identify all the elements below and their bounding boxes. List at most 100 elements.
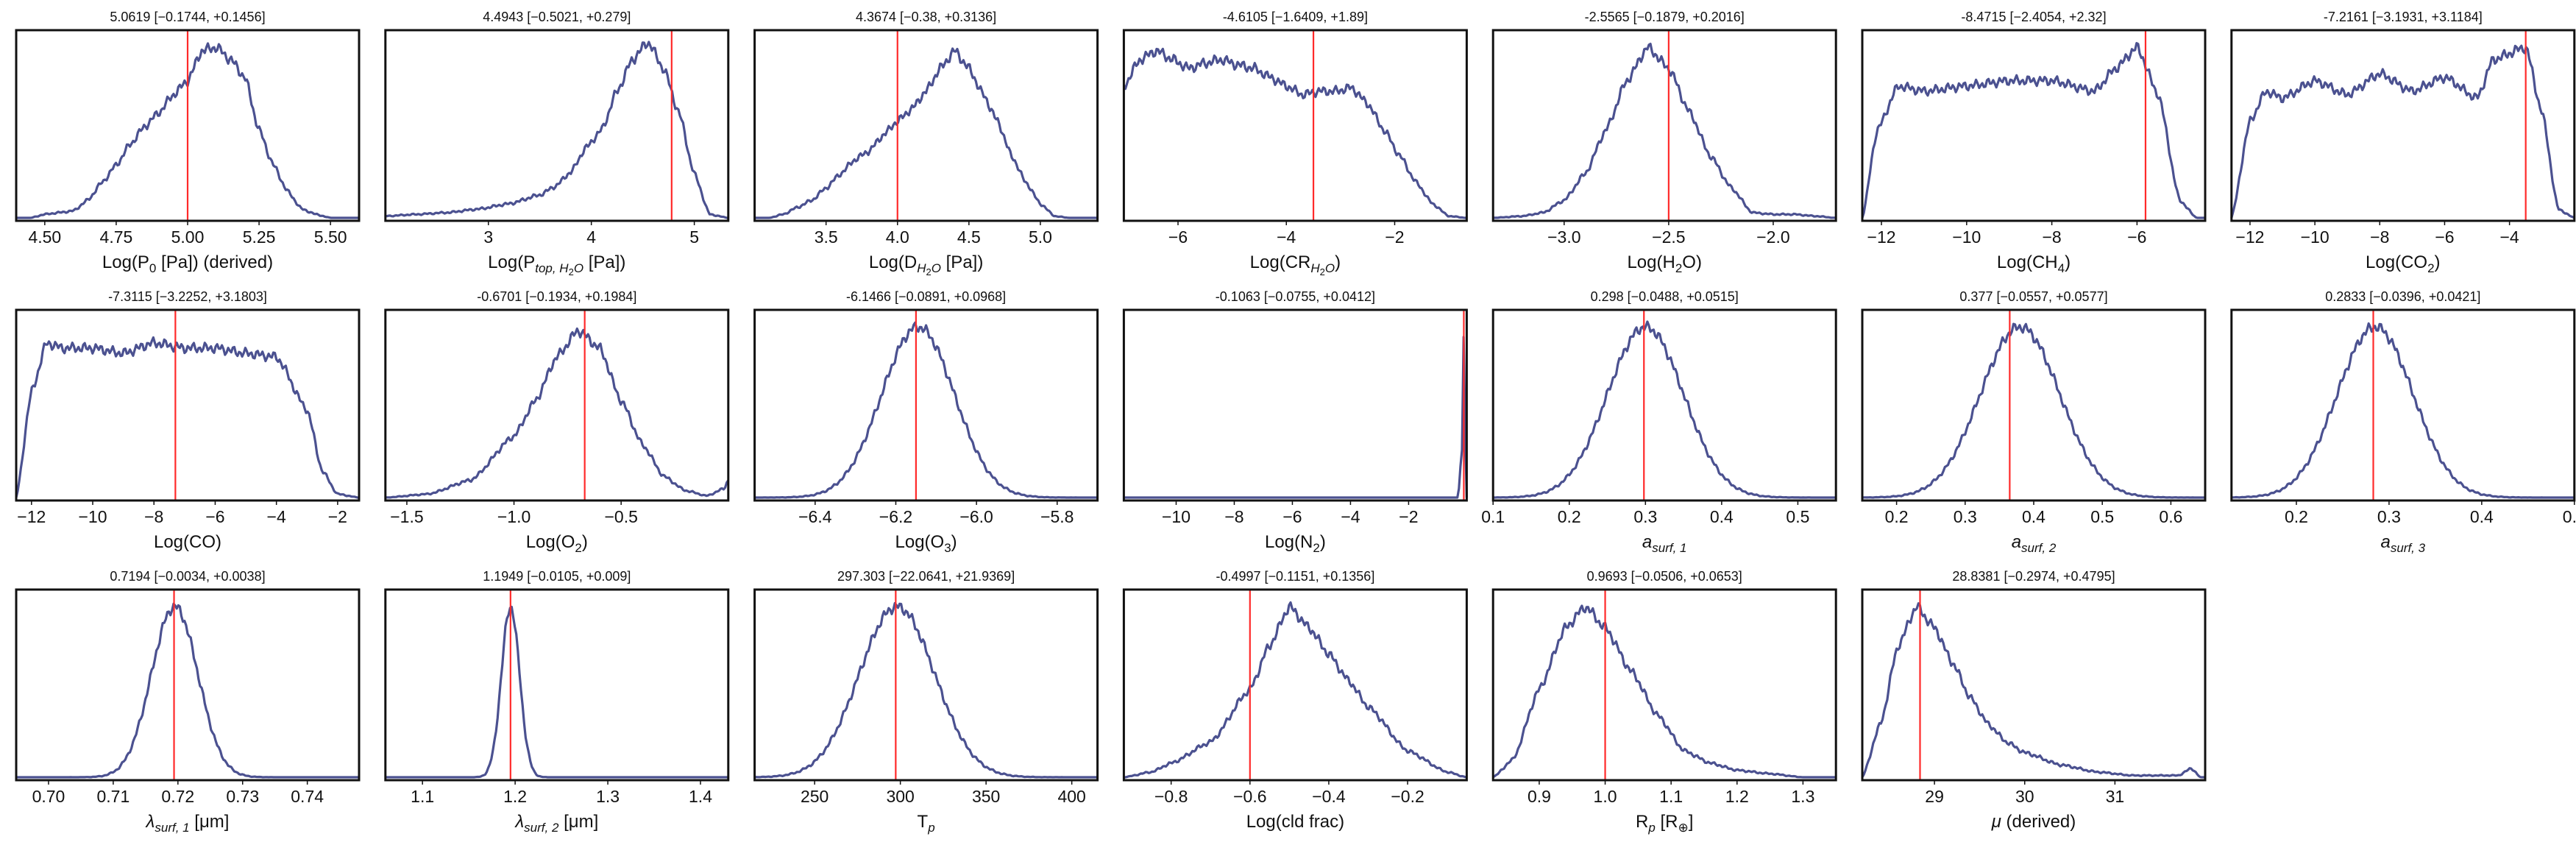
- x-tick-label: −6: [2435, 227, 2454, 247]
- x-tick-label: 0.70: [32, 787, 65, 806]
- x-tick-label: −10: [1162, 507, 1191, 526]
- x-tick-label: 4.0: [886, 227, 909, 247]
- panel-title: 297.303 [−22.0641, +21.9369]: [837, 569, 1015, 584]
- x-tick-label: 0.5: [2090, 507, 2114, 526]
- density-curve: [16, 602, 359, 779]
- x-tick-label: 1.1: [1659, 787, 1683, 806]
- panel-8: -7.3115 [−3.2252, +3.1803] −12 −10 −8 −6 −4 −2…: [15, 289, 361, 552]
- x-tick-label: −2.0: [1756, 227, 1789, 247]
- density-curve: [1862, 322, 2205, 499]
- x-tick-label: 250: [801, 787, 828, 806]
- panel-14: 0.2833 [−0.0396, +0.0421] 0.2 0.3 0.4 0.5 asu…: [2230, 289, 2576, 555]
- x-tick-label: 1.0: [1594, 787, 1617, 806]
- x-tick-label: 1.3: [1791, 787, 1814, 806]
- axes-frame: [753, 308, 1099, 502]
- density-curve: [754, 321, 1098, 499]
- x-tick-label: −6.0: [959, 507, 993, 526]
- x-tick-label: 5.25: [243, 227, 276, 247]
- x-tick-label: −10: [2301, 227, 2330, 247]
- x-tick-label: 5.0: [1029, 227, 1052, 247]
- x-axis-label: Log(CH4): [1997, 252, 2071, 275]
- x-tick-label: −5.8: [1040, 507, 1074, 526]
- x-tick-label: 29: [1925, 787, 1944, 806]
- panel-20: 28.8381 [−0.2974, +0.4795] 29 30 31 μ (deriv…: [1861, 569, 2207, 832]
- x-tick-label: −3.0: [1547, 227, 1580, 247]
- x-tick-label: 0.1: [1481, 507, 1505, 526]
- x-tick-label: −0.5: [604, 507, 637, 526]
- density-curve: [1124, 601, 1467, 779]
- density-curve: [1493, 320, 1837, 499]
- x-tick-label: 0.73: [226, 787, 259, 806]
- x-tick-label: 0.3: [1633, 507, 1657, 526]
- axes-frame: [2230, 29, 2576, 222]
- x-tick-label: −0.6: [1233, 787, 1266, 806]
- panel-17: 297.303 [−22.0641, +21.9369] 250 300 350 400…: [753, 569, 1099, 835]
- density-curve: [1124, 336, 1468, 499]
- x-tick-label: 4: [586, 227, 596, 247]
- x-tick-label: −4: [1277, 227, 1296, 247]
- panel-title: 1.1949 [−0.0105, +0.009]: [483, 569, 631, 584]
- x-tick-label: 0.4: [2022, 507, 2045, 526]
- axes-frame: [1122, 588, 1468, 782]
- x-tick-label: 0.2: [1885, 507, 1909, 526]
- x-tick-label: −8: [2042, 227, 2061, 247]
- density-curve: [15, 336, 359, 499]
- x-tick-label: −8: [144, 507, 163, 526]
- x-tick-label: −12: [1867, 227, 1896, 247]
- density-curve: [2230, 44, 2575, 219]
- x-axis-label: λsurf, 1 [μm]: [145, 812, 230, 835]
- panel-15: 0.7194 [−0.0034, +0.0038] 0.70 0.71 0.72 0.7…: [15, 569, 361, 835]
- x-tick-label: 0.3: [1954, 507, 1977, 526]
- x-tick-label: −1.5: [390, 507, 423, 526]
- x-axis-label: μ (derived): [1991, 812, 2076, 832]
- x-tick-label: 1.1: [411, 787, 434, 806]
- x-tick-label: 4.5: [957, 227, 981, 247]
- x-tick-label: 350: [972, 787, 1000, 806]
- x-tick-label: 31: [2106, 787, 2125, 806]
- x-tick-label: 1.2: [1725, 787, 1749, 806]
- axes-frame: [2230, 308, 2576, 502]
- axes-frame: [15, 588, 361, 782]
- density-curve: [1861, 41, 2205, 219]
- x-tick-label: 1.3: [596, 787, 620, 806]
- x-axis-label: asurf, 3: [2380, 532, 2425, 555]
- axes-frame: [384, 588, 730, 782]
- panel-9: -0.6701 [−0.1934, +0.1984] −1.5 −1.0 −0.5 Lo…: [384, 289, 730, 555]
- axes-frame: [15, 308, 361, 502]
- x-axis-label: Tp: [918, 812, 935, 835]
- x-tick-label: 4.50: [28, 227, 61, 247]
- panel-title: -0.4997 [−0.1151, +0.1356]: [1216, 569, 1374, 584]
- x-tick-label: −2: [1399, 507, 1418, 526]
- panel-7: -7.2161 [−3.1931, +3.1184] −12 −10 −8 −6 −4 Lo…: [2230, 10, 2576, 275]
- axes-frame: [384, 308, 730, 502]
- panel-6: -8.4715 [−2.4054, +2.32] −12 −10 −8 −6 Log(CH…: [1861, 10, 2207, 275]
- panel-title: 0.7194 [−0.0034, +0.0038]: [110, 569, 265, 584]
- panel-title: 0.2833 [−0.0396, +0.0421]: [2325, 289, 2480, 304]
- x-axis-label: Log(O3): [895, 532, 957, 555]
- axes-frame: [1491, 308, 1837, 502]
- x-tick-label: −8: [1224, 507, 1243, 526]
- density-curve: [754, 601, 1098, 779]
- x-tick-label: 5: [689, 227, 699, 247]
- x-tick-label: 0.6: [2159, 507, 2182, 526]
- x-tick-label: −6.2: [879, 507, 912, 526]
- panel-title: -0.1063 [−0.0755, +0.0412]: [1216, 289, 1375, 304]
- x-tick-label: 30: [2015, 787, 2034, 806]
- x-tick-label: 5.00: [171, 227, 205, 247]
- panel-title: -7.2161 [−3.1931, +3.1184]: [2324, 10, 2483, 24]
- axes-frame: [384, 29, 730, 222]
- x-axis-label: Log(O2): [526, 532, 588, 555]
- x-tick-label: 0.2: [2285, 507, 2308, 526]
- x-tick-label: 300: [886, 787, 914, 806]
- panel-title: -0.6701 [−0.1934, +0.1984]: [477, 289, 636, 304]
- density-curve: [385, 40, 728, 219]
- panel-title: 4.3674 [−0.38, +0.3136]: [856, 10, 996, 24]
- density-curve: [385, 327, 730, 499]
- x-tick-label: −4: [267, 507, 286, 526]
- x-tick-label: 3: [483, 227, 493, 247]
- x-axis-label: Log(P0 [Pa]) (derived): [102, 252, 273, 275]
- x-tick-label: 0.2: [1558, 507, 1581, 526]
- density-curve: [1122, 47, 1467, 219]
- x-tick-label: 0.9: [1527, 787, 1551, 806]
